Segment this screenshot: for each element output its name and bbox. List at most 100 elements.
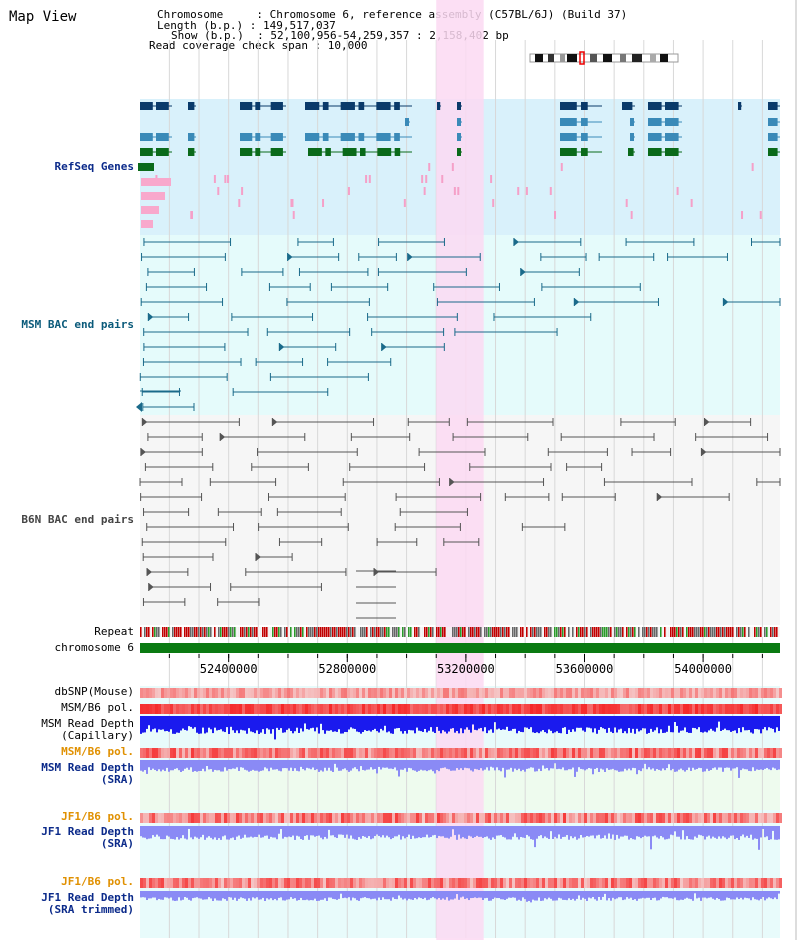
pol-cell bbox=[713, 704, 716, 714]
pol-cell bbox=[644, 878, 647, 888]
pol-cell bbox=[638, 704, 641, 714]
repeat-element bbox=[416, 627, 418, 637]
pol-cell bbox=[485, 813, 488, 823]
depth-bar bbox=[544, 891, 546, 899]
depth-bar bbox=[556, 826, 558, 839]
depth-bar bbox=[444, 716, 446, 732]
depth-bar bbox=[378, 826, 380, 836]
pol-cell bbox=[323, 813, 326, 823]
b6n-bac-track[interactable] bbox=[139, 418, 781, 619]
depth-bar bbox=[594, 826, 596, 839]
depth-bar bbox=[680, 760, 682, 769]
pol-cell bbox=[488, 878, 491, 888]
pol-cell bbox=[194, 748, 197, 758]
depth-bar bbox=[394, 760, 396, 768]
highlight-region[interactable] bbox=[436, 0, 484, 940]
msm-bac-track[interactable] bbox=[136, 238, 781, 412]
repeat-element bbox=[410, 627, 412, 637]
depth-bar bbox=[246, 826, 248, 838]
repeat-track[interactable] bbox=[140, 627, 780, 637]
repeat-element bbox=[728, 627, 730, 637]
depth-bar bbox=[430, 891, 432, 899]
dbsnp-cell bbox=[596, 688, 599, 698]
depth-bar bbox=[700, 891, 702, 901]
repeat-element bbox=[312, 627, 314, 637]
pol-cell bbox=[458, 748, 461, 758]
pol-cell bbox=[680, 878, 683, 888]
repeat-element bbox=[210, 627, 212, 637]
depth-bar bbox=[548, 760, 550, 771]
depth-bar bbox=[526, 760, 528, 769]
pol-cell bbox=[632, 878, 635, 888]
repeat-element bbox=[220, 627, 222, 637]
pol-cell bbox=[503, 704, 506, 714]
repeat-element bbox=[666, 627, 668, 637]
repeat-element bbox=[280, 627, 282, 637]
repeat-element bbox=[716, 627, 718, 637]
heatmap-tracks[interactable] bbox=[140, 688, 782, 888]
depth-bar bbox=[408, 716, 410, 730]
depth-bar bbox=[376, 760, 378, 774]
dbsnp-cell bbox=[764, 688, 767, 698]
pol-cell bbox=[419, 813, 422, 823]
chromosome-ideogram[interactable] bbox=[529, 51, 679, 65]
depth-bar bbox=[142, 716, 144, 733]
repeat-element bbox=[272, 627, 274, 637]
pol-cell bbox=[152, 813, 155, 823]
depth-bar bbox=[352, 716, 354, 729]
repeat-element bbox=[512, 627, 514, 637]
depth-bar bbox=[762, 716, 764, 730]
depth-bar bbox=[566, 716, 568, 734]
pol-cell bbox=[647, 813, 650, 823]
depth-tracks[interactable] bbox=[140, 716, 780, 903]
dbsnp-cell bbox=[689, 688, 692, 698]
depth-bar bbox=[606, 716, 608, 733]
depth-bar bbox=[706, 826, 708, 837]
gene-mark bbox=[141, 206, 159, 214]
pol-cell bbox=[611, 813, 614, 823]
depth-bar bbox=[656, 760, 658, 770]
pol-cell bbox=[656, 748, 659, 758]
repeat-element bbox=[768, 627, 770, 637]
repeat-element bbox=[390, 627, 392, 637]
pol-cell bbox=[665, 878, 668, 888]
pol-cell bbox=[716, 748, 719, 758]
refseq-genes-track[interactable] bbox=[138, 102, 780, 228]
depth-bar bbox=[240, 760, 242, 768]
depth-bar bbox=[552, 760, 554, 769]
depth-bar bbox=[710, 760, 712, 771]
pol-cell bbox=[413, 878, 416, 888]
pol-cell bbox=[140, 878, 143, 888]
page-title: Map View bbox=[9, 9, 77, 25]
depth-bar bbox=[202, 760, 204, 769]
depth-bar bbox=[566, 826, 568, 836]
depth-bar bbox=[756, 760, 758, 770]
pol-cell bbox=[359, 748, 362, 758]
depth-bar bbox=[492, 716, 494, 733]
pol-cell bbox=[152, 878, 155, 888]
depth-bar bbox=[368, 891, 370, 899]
depth-bar bbox=[572, 760, 574, 768]
depth-bar bbox=[484, 826, 486, 838]
pol-cell bbox=[719, 813, 722, 823]
pol-cell bbox=[158, 748, 161, 758]
pol-cell bbox=[320, 813, 323, 823]
depth-bar bbox=[288, 760, 290, 771]
pol-cell bbox=[749, 878, 752, 888]
dbsnp-cell bbox=[209, 688, 212, 698]
depth-bar bbox=[738, 826, 740, 840]
pol-cell bbox=[557, 878, 560, 888]
pol-cell bbox=[185, 748, 188, 758]
chromosome-bar[interactable] bbox=[140, 643, 780, 653]
depth-bar bbox=[374, 826, 376, 837]
pol-cell bbox=[347, 878, 350, 888]
pol-cell bbox=[266, 704, 269, 714]
pol-cell bbox=[470, 704, 473, 714]
depth-bar bbox=[294, 826, 296, 840]
depth-bar bbox=[554, 826, 556, 837]
pol-cell bbox=[728, 813, 731, 823]
gene-mark bbox=[451, 163, 454, 171]
repeat-element bbox=[756, 627, 758, 637]
depth-bar bbox=[382, 826, 384, 836]
